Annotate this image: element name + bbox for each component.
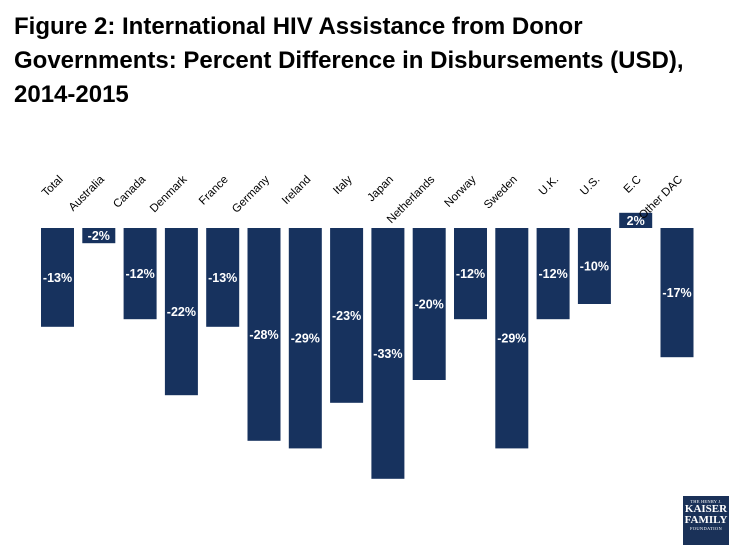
bar-total: [41, 228, 74, 327]
value-label-netherlands: -20%: [415, 298, 444, 312]
category-label-denmark: Denmark: [148, 173, 190, 215]
kff-logo: THE HENRY J. KAISER FAMILY FOUNDATION: [683, 496, 729, 545]
bar-germany: [247, 228, 281, 441]
logo-line-4: FOUNDATION: [690, 526, 722, 531]
value-label-germany: -28%: [249, 328, 278, 342]
chart-title: Figure 2: International HIV Assistance f…: [14, 10, 724, 112]
category-label-norway: Norway: [443, 173, 479, 209]
bar-u-k: [536, 228, 570, 320]
value-label-denmark: -22%: [167, 305, 196, 319]
title-line-1: Figure 2: International HIV Assistance f…: [14, 13, 583, 40]
value-label-norway: -12%: [456, 267, 485, 281]
value-label-u-k: -12%: [539, 267, 568, 281]
value-label-canada: -12%: [126, 267, 155, 281]
title-line-2: Governments: Percent Difference in Disbu…: [14, 47, 684, 74]
bar-e-c: [619, 212, 653, 228]
bar-other-dac: [660, 228, 694, 358]
value-label-australia: -2%: [88, 229, 110, 243]
bar-japan: [371, 228, 405, 479]
bar-australia: [82, 228, 116, 244]
category-label-canada: Canada: [111, 173, 148, 210]
bar-u-s: [577, 228, 611, 304]
category-label-other-dac: Other DAC: [637, 174, 685, 222]
value-label-other-dac: -17%: [662, 286, 691, 300]
category-label-germany: Germany: [230, 173, 272, 215]
value-label-sweden: -29%: [497, 332, 526, 346]
category-label-australia: Australia: [67, 173, 108, 214]
category-label-u-s: U.S.: [578, 174, 602, 198]
category-label-total: Total: [40, 174, 66, 200]
bar-ireland: [288, 228, 322, 449]
value-label-u-s: -10%: [580, 260, 609, 274]
value-label-italy: -23%: [332, 309, 361, 323]
category-label-france: France: [197, 174, 231, 208]
category-label-e-c: E.C: [622, 174, 644, 196]
logo-line-3: FAMILY: [684, 514, 728, 526]
bar-denmark: [164, 228, 198, 396]
logo-line-1: THE HENRY J.: [690, 499, 722, 504]
bar-netherlands: [412, 228, 446, 380]
category-label-sweden: Sweden: [482, 174, 520, 212]
bar-france: [206, 228, 240, 327]
title-line-3: 2014-2015: [14, 81, 129, 108]
category-label-u-k: U.K.: [537, 174, 561, 198]
bar-italy: [330, 228, 364, 403]
category-label-japan: Japan: [365, 174, 396, 205]
bar-canada: [123, 228, 157, 320]
logo-line-2: KAISER: [684, 503, 728, 515]
category-label-ireland: Ireland: [280, 174, 313, 207]
value-label-e-c: 2%: [627, 214, 645, 228]
value-label-total: -13%: [43, 271, 72, 285]
value-label-japan: -33%: [373, 347, 402, 361]
bar-norway: [454, 228, 487, 320]
bar-sweden: [495, 228, 529, 449]
category-label-italy: Italy: [331, 173, 355, 197]
value-label-ireland: -29%: [291, 332, 320, 346]
value-label-france: -13%: [208, 271, 237, 285]
